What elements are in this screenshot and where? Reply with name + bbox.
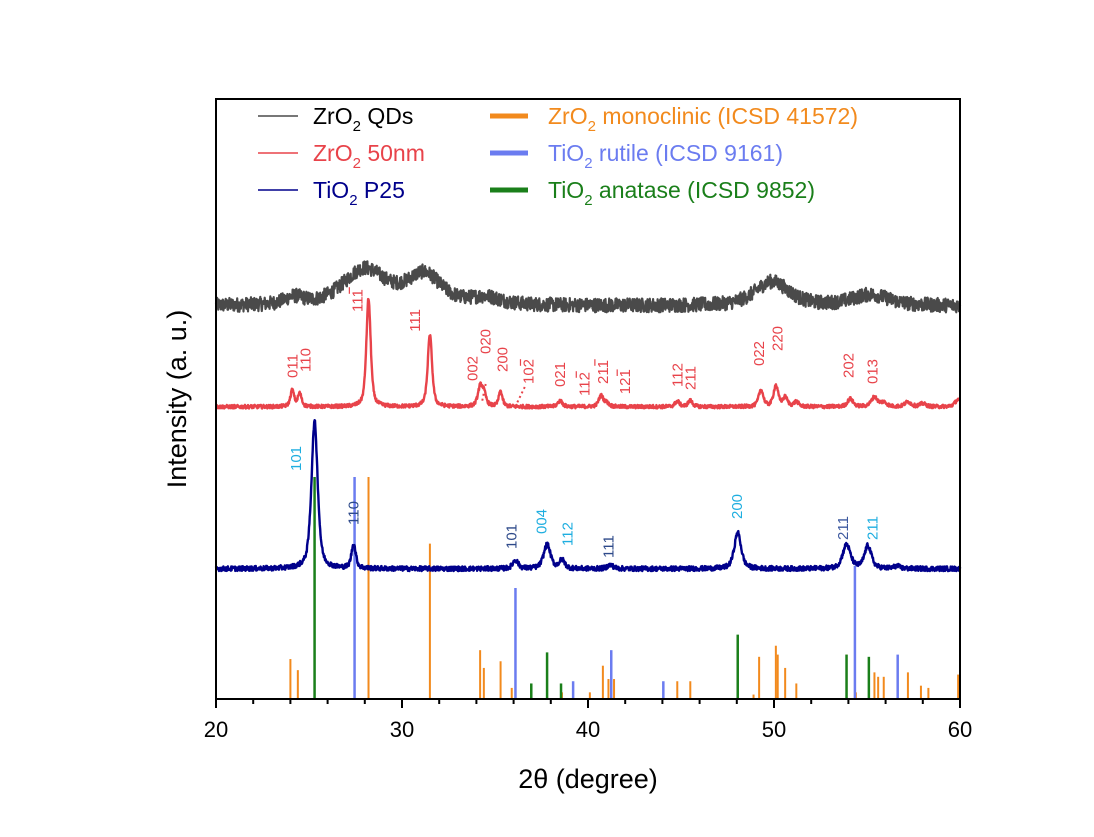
series-line-zro2-qds	[214, 260, 962, 314]
legend: ZrO2 QDs ZrO2 50nm TiO2 P25 ZrO2 monoclinic…	[258, 103, 858, 209]
reference-rutile	[353, 477, 899, 699]
legend-entry-zro2-qds: ZrO2 QDs	[258, 103, 413, 135]
series-line-zro2-50nm	[215, 297, 962, 410]
legend-entry-zro2-mono: ZrO2 monoclinic (ICSD 41572)	[490, 103, 858, 135]
leader-line	[481, 383, 487, 403]
x-tick-label: 30	[390, 717, 414, 742]
legend-label: ZrO2 50nm	[313, 140, 425, 172]
legend-entry-tio2-anatase: TiO2 anatase (ICSD 9852)	[490, 177, 815, 209]
peak-label: 011	[284, 354, 301, 378]
peak-label: 220	[770, 326, 787, 351]
reference-anatase	[313, 477, 871, 699]
leader-line	[514, 386, 526, 407]
y-axis-title: Intensity (a. u.)	[162, 310, 192, 489]
peak-label: 112	[576, 372, 593, 396]
peak-label: 101	[504, 524, 521, 549]
legend-label: TiO2 anatase (ICSD 9852)	[548, 177, 815, 209]
peak-label: 211	[865, 516, 882, 540]
peak-label: 020	[478, 329, 495, 354]
peak-label: 211	[835, 516, 852, 540]
peak-label: 202	[840, 353, 857, 378]
peak-label: 111	[600, 535, 617, 558]
legend-label: ZrO2 monoclinic (ICSD 41572)	[548, 103, 858, 135]
legend-label: TiO2 P25	[313, 177, 405, 209]
peak-label: 102	[520, 359, 537, 384]
legend-label: ZrO2 QDs	[313, 103, 413, 135]
peak-label: 200	[494, 347, 511, 372]
diffraction-series	[214, 260, 962, 573]
peak-label: 211	[595, 360, 612, 384]
peak-label: 111	[407, 309, 424, 332]
peak-label: 110	[346, 501, 363, 525]
peak-label: 013	[865, 359, 882, 384]
peak-label: 211	[682, 366, 699, 390]
x-axis-title: 2θ (degree)	[518, 764, 658, 794]
legend-entry-tio2-rutile: TiO2 rutile (ICSD 9161)	[490, 140, 783, 172]
peak-label: 002	[465, 356, 482, 381]
series-line-tio2-p25	[214, 419, 962, 573]
peak-label: 111	[349, 289, 366, 312]
peak-label: 101	[288, 446, 305, 471]
peak-label: 004	[534, 509, 551, 534]
peak-label: 110	[297, 348, 314, 372]
x-tick-label: 60	[948, 717, 972, 742]
x-axis: 20 30 40 50 60	[204, 699, 972, 742]
legend-entry-tio2-p25: TiO2 P25	[258, 177, 405, 209]
legend-label: TiO2 rutile (ICSD 9161)	[548, 140, 783, 172]
legend-entry-zro2-50nm: ZrO2 50nm	[258, 140, 425, 172]
peak-label: 112	[560, 522, 577, 546]
x-tick-label: 20	[204, 717, 228, 742]
reference-monoclinic	[289, 477, 960, 699]
peak-label: 112	[669, 363, 686, 387]
peak-label: 022	[751, 341, 768, 366]
reference-patterns	[289, 477, 960, 699]
peak-label: 200	[729, 494, 746, 519]
peak-label: 021	[552, 362, 569, 387]
x-tick-label: 40	[576, 717, 600, 742]
x-tick-label: 50	[762, 717, 786, 742]
peak-label: 121	[617, 369, 634, 394]
